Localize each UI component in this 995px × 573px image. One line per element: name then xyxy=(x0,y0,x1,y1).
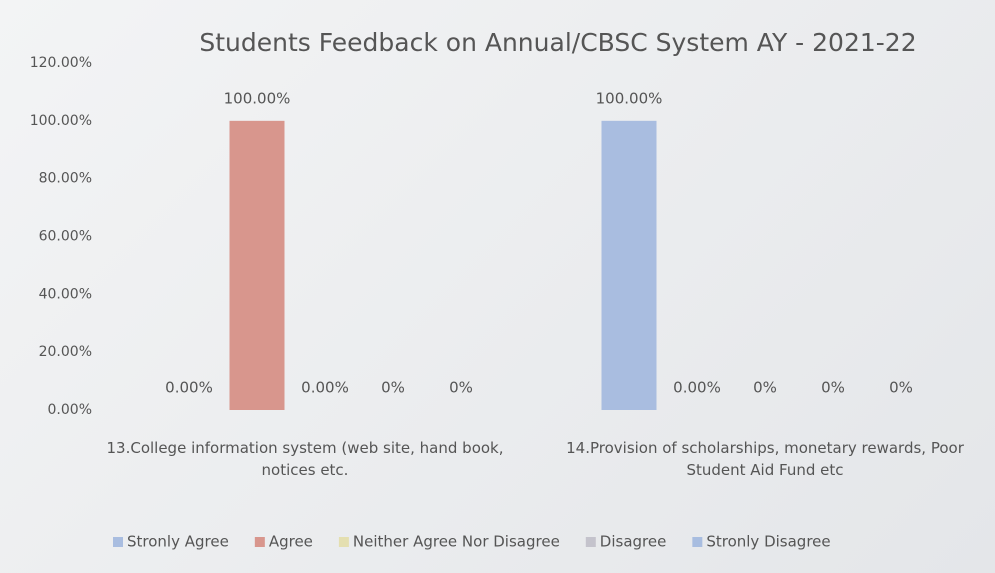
legend-label: Stronly Agree xyxy=(127,533,229,551)
y-tick-label: 120.00% xyxy=(30,55,92,71)
legend-label: Neither Agree Nor Disagree xyxy=(353,533,560,551)
legend-label: Stronly Disagree xyxy=(706,533,830,551)
bar xyxy=(601,120,657,410)
value-label: 0% xyxy=(753,379,777,397)
x-tick-label: 13.College information system (web site,… xyxy=(106,439,504,479)
y-tick-label: 0.00% xyxy=(48,402,92,418)
legend-label: Disagree xyxy=(600,533,667,551)
y-tick-label: 60.00% xyxy=(39,229,92,245)
value-label: 0.00% xyxy=(165,379,213,397)
value-label: 100.00% xyxy=(596,89,663,107)
value-label: 0.00% xyxy=(301,379,349,397)
value-label: 0% xyxy=(449,379,473,397)
value-label: 0% xyxy=(889,379,913,397)
legend-swatch xyxy=(254,537,265,547)
legend-swatch xyxy=(585,537,596,547)
legend-swatch xyxy=(113,537,123,547)
value-label: 100.00% xyxy=(224,89,291,107)
chart-title: Students Feedback on Annual/CBSC System … xyxy=(199,28,916,57)
y-tick-label: 40.00% xyxy=(39,286,92,302)
y-tick-label: 20.00% xyxy=(39,344,92,360)
bar xyxy=(229,120,285,410)
legend-label: Agree xyxy=(269,533,313,551)
value-label: 0% xyxy=(821,379,845,397)
y-tick-label: 100.00% xyxy=(30,113,92,129)
x-tick-label: 14.Provision of scholarships, monetary r… xyxy=(566,439,964,479)
value-label: 0.00% xyxy=(673,379,721,397)
legend-swatch xyxy=(692,537,703,547)
legend-swatch xyxy=(338,537,349,547)
value-label: 0% xyxy=(381,379,405,397)
y-tick-label: 80.00% xyxy=(39,171,92,187)
